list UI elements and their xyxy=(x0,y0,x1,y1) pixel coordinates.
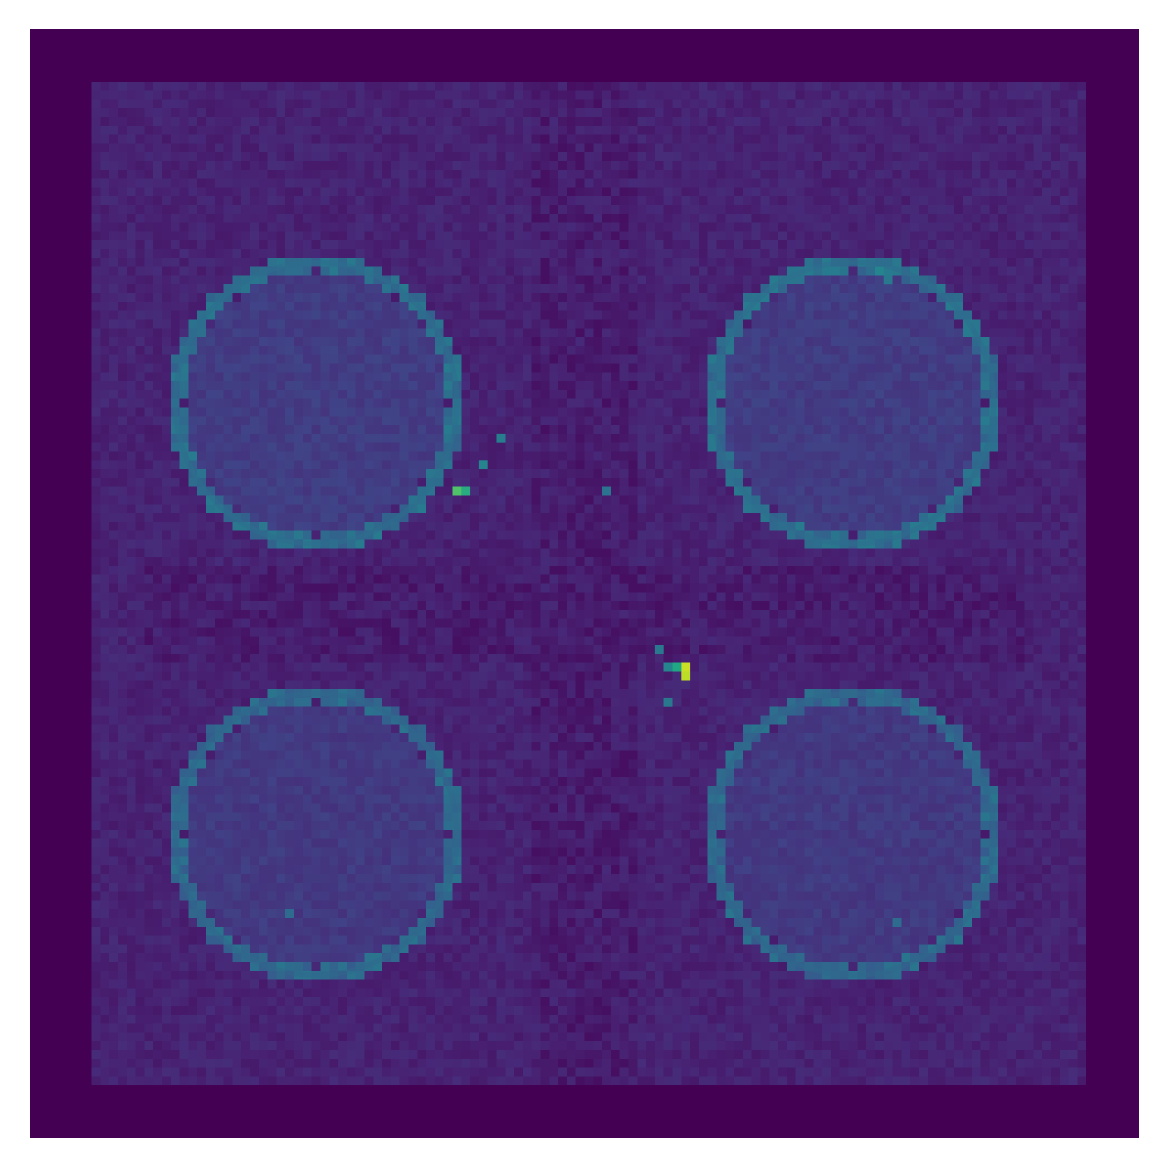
heatmap-image xyxy=(30,29,1139,1138)
ring-2 xyxy=(709,259,997,547)
hotspot-4 xyxy=(681,671,691,681)
hotspot-15 xyxy=(892,917,902,927)
hotspot-9 xyxy=(602,486,611,496)
hotspot-7 xyxy=(478,460,488,470)
ring-1 xyxy=(172,259,460,547)
hotspot-14 xyxy=(285,909,295,918)
hotspot-6 xyxy=(663,662,673,672)
heatmap-raster xyxy=(30,29,1139,1138)
heatmap-overlay xyxy=(172,259,997,978)
hotspot-1 xyxy=(452,486,462,496)
hotspot-10 xyxy=(654,645,664,654)
hotspot-11 xyxy=(663,697,673,707)
hotspot-2 xyxy=(461,486,471,496)
hotspot-3 xyxy=(681,662,691,672)
ring-4 xyxy=(709,690,997,978)
ring-3 xyxy=(172,690,460,978)
hotspot-13 xyxy=(883,275,893,285)
hotspot-8 xyxy=(496,433,506,443)
hotspot-12 xyxy=(874,266,884,276)
hotspot-5 xyxy=(672,662,682,672)
